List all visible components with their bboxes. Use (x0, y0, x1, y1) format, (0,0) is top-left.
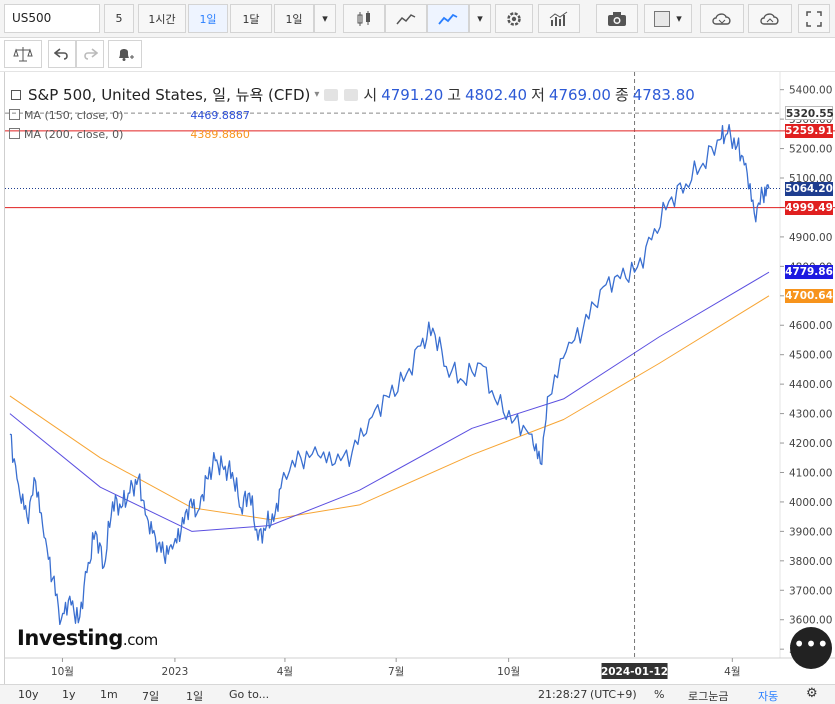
price-tick-label: 3800.00 (789, 556, 832, 568)
legend-ma200: MA (200, close, 0) 4389.8860 (9, 128, 250, 141)
color-picker-button[interactable]: ▾ (644, 4, 692, 33)
price-tick-label: 4200.00 (789, 438, 832, 450)
goto-button[interactable]: Go to... (229, 688, 270, 701)
chart-type-dropdown-chevron-icon[interactable]: ▾ (469, 4, 491, 33)
legend-dropdown-icon[interactable]: ▾ (314, 89, 320, 100)
price-tick-label: 3900.00 (789, 526, 832, 538)
settings-gear-icon[interactable] (495, 4, 533, 33)
more-dots-icon: ••• (793, 632, 829, 656)
timezone-button[interactable]: (UTC+9) (590, 688, 637, 701)
symbol-input[interactable]: US500 (4, 4, 100, 33)
range-1y-button[interactable]: 1y (62, 688, 76, 701)
percent-scale-button[interactable]: % (654, 688, 665, 701)
clock-time: 21:28:27 (538, 688, 588, 701)
interval-1hour-button[interactable]: 1시간 (138, 4, 186, 33)
ma200-checkbox[interactable] (9, 128, 20, 139)
ma200-value: 4389.8860 (190, 128, 250, 141)
cloud-download-icon[interactable] (700, 4, 744, 33)
range-1d-button[interactable]: 1일 (186, 690, 204, 703)
color-swatch-icon (654, 10, 671, 27)
secondary-toolbar (0, 38, 835, 72)
fullscreen-expand-icon[interactable] (798, 4, 830, 33)
time-tick-label: 10월 (497, 666, 520, 678)
line-chart-type-icon[interactable] (427, 4, 469, 33)
price-tick-label: 5400.00 (789, 85, 832, 97)
investing-logo: Investing.com (17, 626, 158, 650)
price-tag-4779-86: 4779.86 (785, 265, 833, 280)
range-1m-button[interactable]: 1m (100, 688, 118, 701)
logo-suffix: .com (122, 631, 158, 649)
crosshair-date-label: 2024-01-12 (601, 666, 668, 678)
legend-ma150: MA (150, close, 0) 4469.8887 (9, 109, 250, 122)
redo-icon[interactable] (76, 40, 104, 68)
chart-area[interactable]: 5400.005300.005200.005100.005000.004900.… (4, 72, 835, 684)
price-tick-label: 4000.00 (789, 497, 832, 509)
high-value: 4802.40 (465, 85, 528, 104)
ma200-label: MA (200, close, 0) (24, 128, 124, 141)
price-tick-label: 4900.00 (789, 232, 832, 244)
time-tick-label: 2023 (162, 666, 189, 678)
area-chart-type-icon[interactable] (385, 4, 427, 33)
interval-1day-alt-button[interactable]: 1일 (274, 4, 314, 33)
price-tick-label: 5200.00 (789, 144, 832, 156)
add-alert-bell-icon[interactable] (108, 40, 142, 68)
price-series-line (9, 123, 770, 626)
price-tag-4999-49: 4999.49 (785, 200, 833, 215)
undo-icon[interactable] (48, 40, 76, 68)
cloud-upload-icon[interactable] (748, 4, 792, 33)
open-value: 4791.20 (381, 85, 444, 104)
price-tag-5064-20: 5064.20 (785, 181, 833, 196)
price-chart[interactable]: 5400.005300.005200.005100.005000.004900.… (5, 72, 835, 684)
range-10y-button[interactable]: 10y (18, 688, 39, 701)
log-scale-button[interactable]: 로그눈금 (688, 690, 729, 703)
interval-1month-button[interactable]: 1달 (230, 4, 272, 33)
time-tick-label: 4월 (277, 666, 293, 678)
close-value: 4783.80 (632, 85, 695, 104)
high-label: 고 (447, 86, 462, 104)
bottom-settings-gear-icon[interactable]: ⚙ (806, 686, 818, 701)
time-tick-label: 4월 (724, 666, 740, 678)
settings-small-icon[interactable] (344, 88, 359, 101)
price-tick-label: 4500.00 (789, 350, 832, 362)
interval-dropdown-chevron-icon[interactable]: ▾ (314, 4, 336, 33)
price-tag-5320-55: 5320.55 (785, 106, 834, 121)
interval-1day-button[interactable]: 1일 (188, 4, 228, 33)
ma150-checkbox[interactable] (9, 109, 20, 120)
more-options-fab[interactable]: ••• (790, 627, 832, 669)
legend-collapse-icon[interactable] (11, 89, 21, 100)
price-tick-label: 3600.00 (789, 615, 832, 627)
top-toolbar: US500 5 1시간 1일 1달 1일 ▾ ▾ ▾ (0, 0, 835, 38)
price-tick-label: 4300.00 (789, 409, 832, 421)
price-tag-4700-64: 4700.64 (785, 288, 833, 303)
price-tick-label: 4600.00 (789, 320, 832, 332)
ma200-series-line (9, 295, 770, 521)
low-value: 4769.00 (548, 85, 611, 104)
price-tag-5259-91: 5259.91 (785, 123, 833, 138)
price-tick-label: 4100.00 (789, 467, 832, 479)
time-tick-label: 7월 (388, 666, 404, 678)
ma150-value: 4469.8887 (190, 109, 250, 122)
price-tick-label: 3700.00 (789, 585, 832, 597)
screenshot-camera-icon[interactable] (596, 4, 638, 33)
range-7d-button[interactable]: 7일 (142, 690, 160, 703)
logo-brand: Investing (17, 626, 123, 650)
ma150-label: MA (150, close, 0) (24, 109, 124, 122)
compare-scale-icon[interactable] (4, 40, 42, 68)
low-label: 저 (531, 86, 545, 104)
crosshair-date-badge (601, 663, 668, 679)
close-label: 종 (614, 86, 629, 104)
candles-chart-type-icon[interactable] (343, 4, 385, 33)
eye-icon[interactable] (324, 88, 339, 101)
auto-scale-button[interactable]: 자동 (758, 690, 779, 703)
time-tick-label: 10월 (51, 666, 74, 678)
ma150-series-line (9, 271, 770, 532)
indicators-icon[interactable] (538, 4, 580, 33)
open-label: 시 (363, 86, 378, 104)
bottom-bar: 10y 1y 1m 7일 1일 Go to... 21:28:27 (UTC+9… (0, 684, 835, 704)
interval-number-button[interactable]: 5 (104, 4, 134, 33)
price-tick-label: 4400.00 (789, 379, 832, 391)
legend-title: S&P 500, United States, 일, 뉴욕 (CFD) (28, 86, 311, 104)
